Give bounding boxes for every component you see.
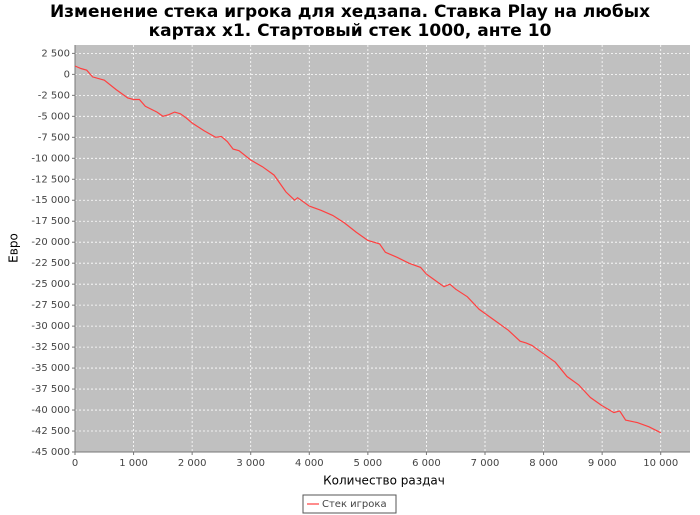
- x-tick-label: 3 000: [236, 458, 265, 469]
- y-tick-label: -5 000: [38, 111, 70, 122]
- y-tick-label: 2 500: [41, 48, 70, 59]
- y-tick-label: -45 000: [31, 447, 70, 458]
- y-tick-label: -40 000: [31, 405, 70, 416]
- y-tick-label: -12 500: [31, 174, 70, 185]
- x-tick-label: 2 000: [178, 458, 207, 469]
- series-line: [74, 65, 661, 434]
- y-tick-label: -10 000: [31, 153, 70, 164]
- x-tick-label: 10 000: [643, 458, 678, 469]
- y-tick-label: -2 500: [38, 90, 70, 101]
- y-axis-label: Евро: [7, 233, 21, 263]
- y-tick-label: -32 500: [31, 342, 70, 353]
- x-axis-label: Количество раздач: [323, 474, 445, 488]
- y-tick-label: 0: [64, 69, 70, 80]
- x-tick-label: 9 000: [588, 458, 617, 469]
- chart-title: картах x1. Стартовый стек 1000, анте 10: [149, 21, 552, 41]
- x-tick-label: 1 000: [119, 458, 148, 469]
- y-tick-label: -35 000: [31, 363, 70, 374]
- x-tick-label: 8 000: [529, 458, 558, 469]
- x-tick-label: 7 000: [471, 458, 500, 469]
- legend-label: Стек игрока: [322, 499, 387, 510]
- x-tick-label: 6 000: [412, 458, 441, 469]
- x-tick-label: 0: [72, 458, 78, 469]
- legend: [302, 494, 397, 514]
- chart-title: Изменение стека игрока для хедзапа. Став…: [50, 2, 650, 22]
- y-tick-label: -25 000: [31, 279, 70, 290]
- x-tick-label: 5 000: [354, 458, 383, 469]
- y-tick-label: -20 000: [31, 237, 70, 248]
- y-tick-label: -22 500: [31, 258, 70, 269]
- y-tick-label: -17 500: [31, 216, 70, 227]
- y-tick-label: -27 500: [31, 300, 70, 311]
- x-tick-label: 4 000: [295, 458, 324, 469]
- y-tick-label: -7 500: [38, 132, 70, 143]
- y-tick-label: -42 500: [31, 426, 70, 437]
- y-tick-label: -37 500: [31, 384, 70, 395]
- y-tick-label: -15 000: [31, 195, 70, 206]
- y-tick-label: -30 000: [31, 321, 70, 332]
